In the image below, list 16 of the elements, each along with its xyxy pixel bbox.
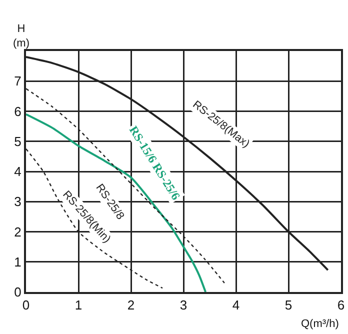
y-tick-label: 6 <box>14 104 22 119</box>
y-tick-label: 7 <box>14 74 22 89</box>
y-tick-label: 3 <box>14 194 22 210</box>
y-tick-label: 2 <box>14 224 22 240</box>
x-axis-title: Q(m³/h) <box>301 318 339 330</box>
y-axis-title: H (m) <box>13 23 30 50</box>
x-tick-label: 6 <box>337 298 345 313</box>
x-tick-label: 4 <box>232 298 240 313</box>
x-tick-label: 2 <box>127 298 135 313</box>
y-tick-label: 5 <box>14 134 22 149</box>
y-tick-label: 0 <box>14 284 22 300</box>
x-tick-label: 5 <box>284 298 292 313</box>
y-tick-label: 4 <box>14 164 22 180</box>
x-tick-label: 1 <box>74 298 82 313</box>
y-tick-label: 1 <box>14 254 22 270</box>
x-tick-label: 3 <box>180 298 188 313</box>
